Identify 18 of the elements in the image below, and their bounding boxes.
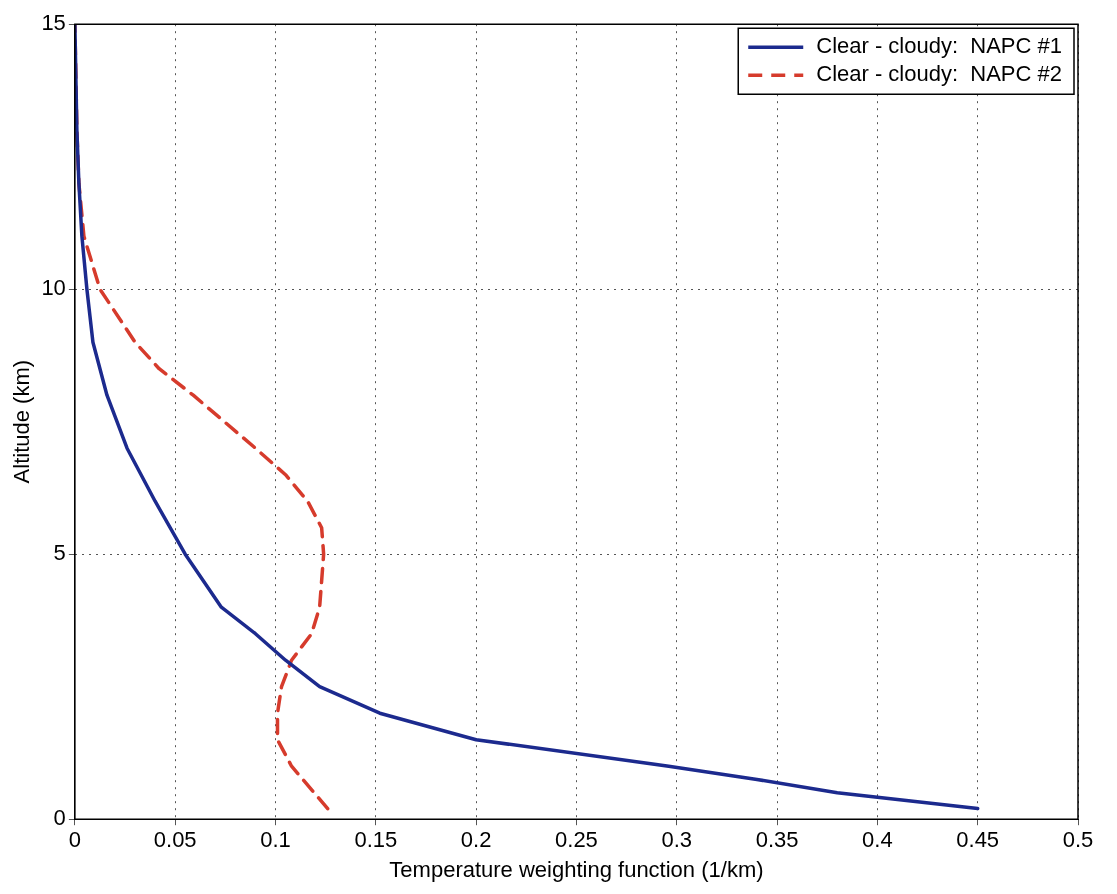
x-tick-label: 0.15 xyxy=(354,827,398,853)
y-tick-label: 10 xyxy=(41,275,66,301)
legend-label: Clear - cloudy: NAPC #1 xyxy=(816,33,1063,59)
x-tick-label: 0.2 xyxy=(460,827,492,853)
x-tick-label: 0.45 xyxy=(956,827,1000,853)
y-tick-label: 5 xyxy=(53,540,66,566)
x-tick-label: 0.05 xyxy=(153,827,197,853)
x-tick-label: 0.25 xyxy=(555,827,598,853)
x-tick-label: 0.35 xyxy=(755,827,799,853)
legend-label: Clear - cloudy: NAPC #2 xyxy=(816,61,1063,87)
y-axis-title: Altitude (km) xyxy=(9,359,35,484)
x-tick-label: 0.3 xyxy=(661,827,693,853)
y-tick-label: 0 xyxy=(53,805,66,831)
x-tick-label: 0.5 xyxy=(1062,827,1094,853)
x-tick-label: 0.4 xyxy=(862,827,893,853)
y-tick-label: 15 xyxy=(41,10,66,36)
x-tick-label: 0.1 xyxy=(260,827,291,853)
x-axis-title: Temperature weighting function (1/km) xyxy=(389,856,764,882)
